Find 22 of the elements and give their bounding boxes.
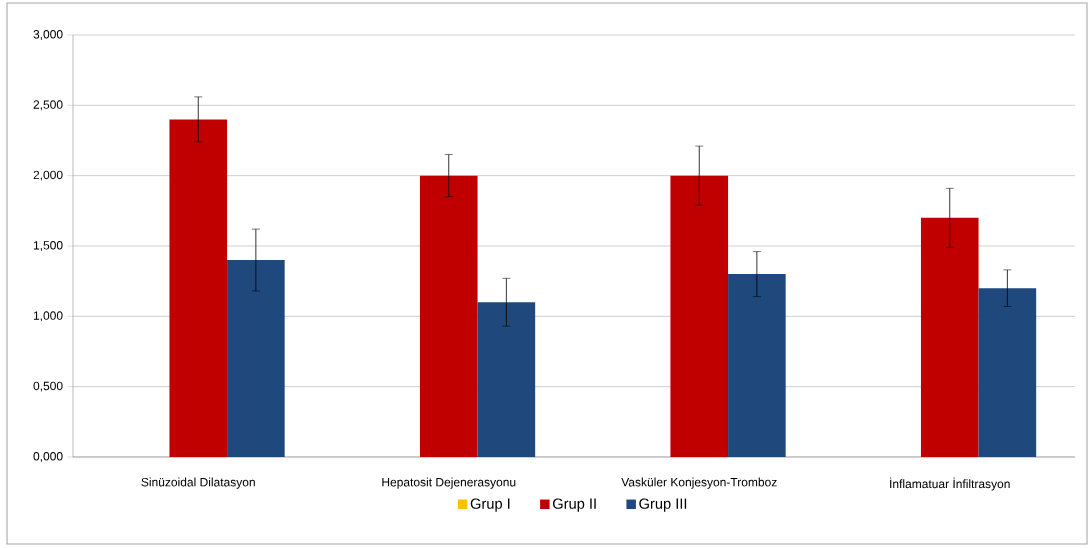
x-tick-label: Hepatosit Dejenerasyonu (382, 477, 516, 489)
x-tick-label: Vasküler Konjesyon-Tromboz (621, 477, 777, 489)
y-tick-label: 1,500 (33, 241, 63, 251)
bar (227, 260, 285, 457)
bar (477, 302, 536, 457)
x-tick-label: İnflamatuar İnfiltrasyon (890, 477, 1010, 491)
bar (978, 288, 1037, 457)
y-tick-label: 0,000 (33, 452, 63, 462)
y-tick-label: 2,500 (33, 100, 63, 111)
bar (670, 175, 729, 457)
y-tick-label: 1,000 (33, 311, 63, 322)
bar (169, 119, 228, 457)
y-tick-label: 0,500 (33, 381, 63, 392)
legend-label: Grup I (470, 498, 510, 512)
y-tick-label: 3,000 (33, 30, 63, 40)
legend-label: Grup III (639, 498, 687, 512)
y-tick-label: 2,000 (33, 170, 63, 181)
legend-label: Grup II (552, 498, 596, 512)
x-tick-label: Sinüzoidal Dilatasyon (141, 477, 255, 489)
bar (728, 274, 786, 457)
bar (920, 217, 979, 457)
bar (419, 175, 478, 457)
